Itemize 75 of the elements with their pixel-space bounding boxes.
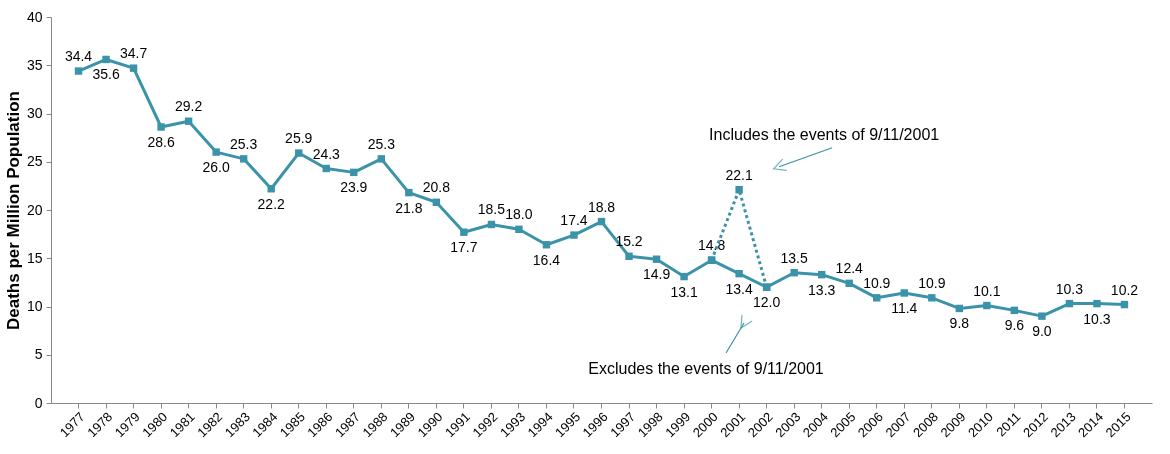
data-label: 11.4 — [891, 299, 918, 316]
point — [74, 67, 83, 75]
data-label: 10.3 — [1055, 280, 1084, 297]
data-label: 13.4 — [725, 280, 753, 297]
point — [377, 155, 386, 163]
data-label: 10.9 — [863, 274, 891, 291]
y-tick-label: 35 — [26, 56, 43, 73]
data-label: 35.6 — [92, 66, 120, 83]
y-tick-label: 0 — [34, 394, 43, 411]
y-tick-label: 25 — [26, 153, 43, 170]
data-label: 10.1 — [973, 282, 1001, 299]
y-tick-label: 15 — [26, 249, 43, 266]
data-label: 13.5 — [780, 249, 809, 266]
point — [790, 269, 798, 277]
data-label: 10.9 — [918, 274, 946, 291]
point — [157, 123, 165, 131]
data-label: 20.8 — [422, 179, 451, 196]
data-label: 17.4 — [560, 212, 588, 229]
point — [102, 55, 110, 64]
data-label: 14.9 — [642, 266, 671, 283]
point — [460, 228, 468, 236]
point — [515, 225, 523, 234]
data-label: 24.3 — [312, 145, 341, 162]
data-label: 34.7 — [119, 45, 148, 62]
point — [239, 155, 248, 163]
point — [735, 269, 743, 278]
point — [295, 149, 303, 157]
data-label: 18.0 — [505, 206, 533, 223]
annotation: Excludes the events of 9/11/2001 — [588, 360, 824, 377]
data-label: 12.0 — [753, 294, 781, 311]
data-label: 28.6 — [147, 134, 175, 151]
data-label: 29.2 — [175, 98, 203, 115]
point — [735, 186, 743, 194]
point — [1038, 312, 1046, 320]
data-label: 18.5 — [477, 201, 506, 218]
y-tick-label: 30 — [26, 105, 43, 121]
y-axis-title: Deaths per Million Population — [3, 91, 23, 330]
data-label: 18.8 — [587, 198, 616, 215]
point — [267, 185, 275, 193]
data-label: 17.7 — [450, 239, 478, 256]
data-label: 9.6 — [1004, 317, 1025, 334]
point — [1093, 299, 1101, 308]
data-label: 23.9 — [340, 179, 368, 196]
point — [680, 272, 688, 281]
data-label: 34.4 — [64, 48, 93, 65]
y-tick-label: 40 — [26, 8, 43, 25]
point — [873, 294, 881, 302]
point — [570, 231, 578, 239]
data-label: 25.9 — [285, 130, 313, 147]
data-label: 9.8 — [949, 315, 970, 332]
point — [129, 64, 138, 72]
point — [625, 252, 633, 261]
point — [405, 188, 413, 197]
y-tick-label: 5 — [34, 346, 43, 363]
annotation: Includes the events of 9/11/2001 — [709, 125, 940, 143]
data-label: 13.3 — [808, 281, 836, 298]
data-label: 13.1 — [670, 283, 698, 300]
point — [900, 289, 908, 297]
data-label: 25.3 — [230, 135, 258, 152]
data-label: 16.4 — [532, 251, 561, 268]
data-label: 22.1 — [725, 166, 753, 183]
data-label: 10.2 — [1110, 281, 1139, 298]
data-label: 26.0 — [202, 159, 230, 176]
data-label: 21.8 — [395, 199, 423, 216]
point — [983, 301, 991, 310]
data-label: 12.4 — [835, 260, 864, 277]
y-tick-label: 10 — [26, 298, 43, 314]
data-label: 14.8 — [697, 237, 726, 254]
data-label: 10.3 — [1083, 310, 1111, 327]
data-label: 22.2 — [257, 195, 286, 212]
point — [212, 148, 220, 156]
point — [928, 294, 936, 302]
data-label: 9.0 — [1032, 323, 1052, 340]
data-label: 25.3 — [367, 135, 396, 152]
y-tick-label: 20 — [26, 201, 43, 218]
